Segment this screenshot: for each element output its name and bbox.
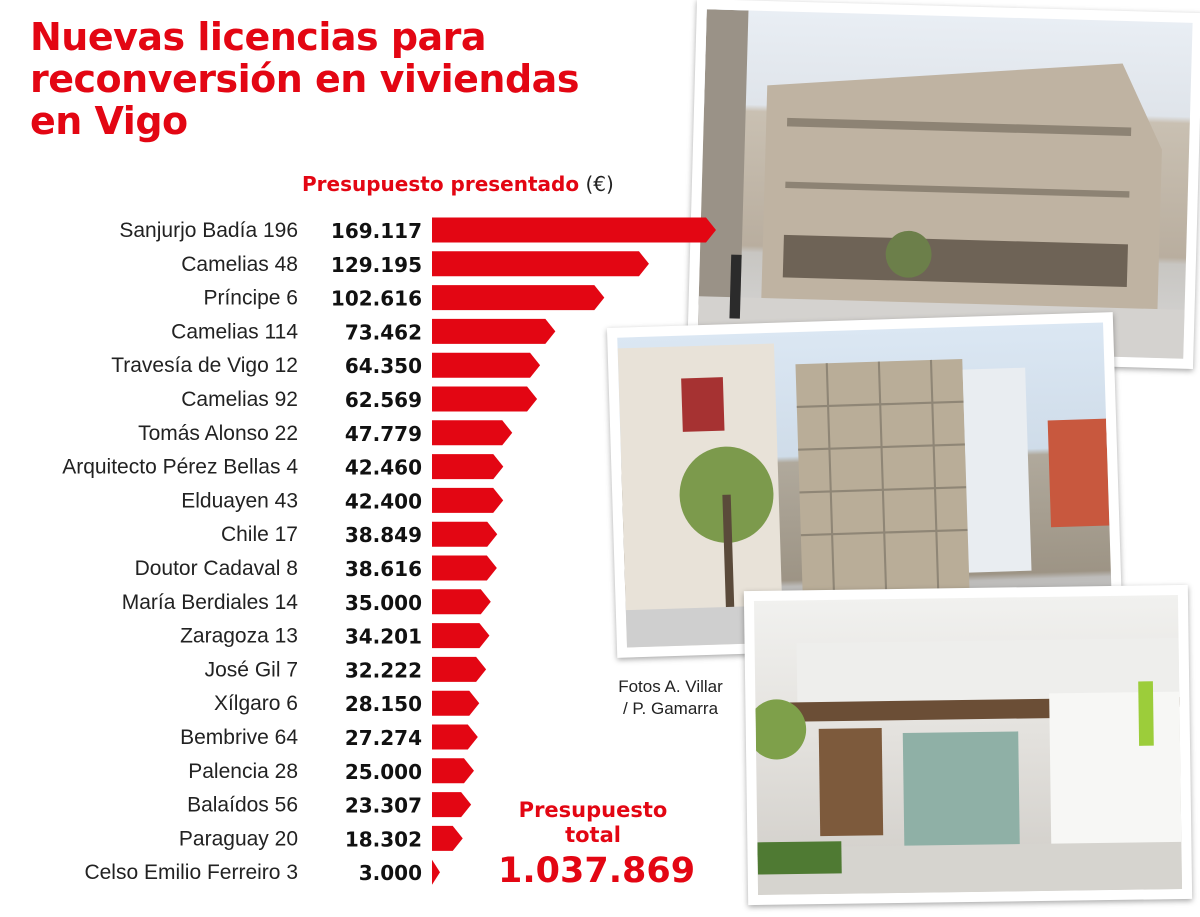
category-label: Celso Emilio Ferreiro 3 <box>84 861 298 884</box>
building-illustration-3 <box>753 637 1183 895</box>
bar <box>432 589 491 615</box>
chart-heading-unit: (€) <box>585 172 614 196</box>
photo-credit-line-1: Fotos A. Villar <box>618 677 723 696</box>
category-label: María Berdiales 14 <box>122 591 299 614</box>
value-label: 73.462 <box>345 320 422 344</box>
category-label: Bembrive 64 <box>180 726 298 749</box>
chart-title: Nuevas licencias para reconversión en vi… <box>30 16 650 142</box>
category-label: Chile 17 <box>221 523 298 546</box>
value-label: 47.779 <box>345 422 422 446</box>
category-label: José Gil 7 <box>205 658 298 681</box>
value-label: 169.117 <box>331 219 422 243</box>
bar <box>432 724 478 750</box>
total-label-1: Presupuesto <box>518 798 668 822</box>
value-label: 32.222 <box>345 658 422 682</box>
value-label: 35.000 <box>345 591 422 615</box>
photo-building-modern <box>743 584 1193 906</box>
value-label: 23.307 <box>345 794 422 818</box>
value-label: 18.302 <box>345 827 422 851</box>
category-label: Camelias 92 <box>181 388 298 411</box>
bar <box>432 285 605 311</box>
category-label: Sanjurjo Badía 196 <box>119 219 298 242</box>
category-label: Camelias 114 <box>171 320 298 343</box>
value-label: 25.000 <box>345 760 422 784</box>
bar <box>432 825 463 851</box>
title-line-2: reconversión en viviendas <box>30 57 579 101</box>
chart-heading-label: Presupuesto presentado <box>302 172 580 196</box>
bar <box>432 352 541 378</box>
category-label: Paraguay 20 <box>179 827 298 850</box>
bar <box>432 217 716 243</box>
category-label: Camelias 48 <box>181 253 298 276</box>
value-label: 34.201 <box>345 625 422 649</box>
bar <box>432 758 474 784</box>
bar <box>432 420 513 446</box>
value-label: 38.616 <box>345 557 422 581</box>
category-label: Tomás Alonso 22 <box>138 422 298 445</box>
chart-heading: Presupuesto presentado (€) <box>302 172 614 196</box>
bar <box>432 792 472 818</box>
category-label: Arquitecto Pérez Bellas 4 <box>62 456 298 479</box>
bar <box>432 555 497 581</box>
category-label: Elduayen 43 <box>181 489 298 512</box>
category-label: Travesía de Vigo 12 <box>111 354 298 377</box>
category-label: Xílgaro 6 <box>214 692 298 715</box>
bar <box>432 487 504 513</box>
bar <box>432 386 538 412</box>
value-label: 129.195 <box>331 253 422 277</box>
value-label: 42.460 <box>345 456 422 480</box>
title-line-3: en Vigo <box>30 99 188 143</box>
bar <box>432 454 504 480</box>
bar <box>432 690 480 716</box>
value-label: 38.849 <box>345 523 422 547</box>
value-label: 3.000 <box>359 861 422 885</box>
bar <box>432 318 556 344</box>
bar <box>432 521 498 547</box>
total-value: 1.037.869 <box>498 851 696 891</box>
photo-credit-line-2: / P. Gamarra <box>622 699 719 718</box>
value-label: 28.150 <box>345 692 422 716</box>
value-label: 42.400 <box>345 489 422 513</box>
bar <box>432 859 440 885</box>
value-label: 102.616 <box>331 287 422 311</box>
bar <box>432 656 487 682</box>
value-label: 62.569 <box>345 388 422 412</box>
category-label: Doutor Cadaval 8 <box>135 557 298 580</box>
bar <box>432 623 490 649</box>
category-label: Palencia 28 <box>188 760 298 783</box>
title-line-1: Nuevas licencias para <box>30 15 487 59</box>
value-label: 27.274 <box>345 726 422 750</box>
value-label: 64.350 <box>345 354 422 378</box>
photo-credit: Fotos A. Villar / P. Gamarra <box>603 676 738 720</box>
total-label-2: total <box>565 823 621 847</box>
category-label: Príncipe 6 <box>203 287 298 310</box>
total-budget: Presupuesto total 1.037.869 <box>498 798 696 892</box>
bar <box>432 251 649 277</box>
category-label: Zaragoza 13 <box>180 625 298 648</box>
category-label: Balaídos 56 <box>187 794 298 817</box>
